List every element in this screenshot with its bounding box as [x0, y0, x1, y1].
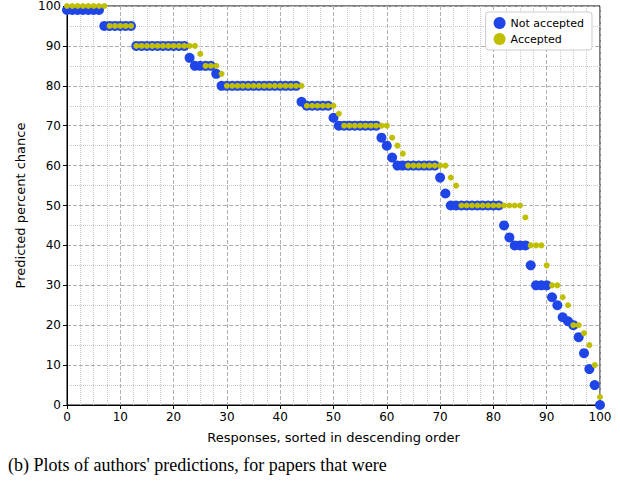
svg-text:30: 30	[46, 278, 61, 292]
svg-text:10: 10	[113, 410, 128, 424]
svg-text:60: 60	[46, 159, 61, 173]
svg-text:(b) Plots of authors' predicti: (b) Plots of authors' predictions, for p…	[8, 455, 387, 476]
svg-text:60: 60	[379, 410, 394, 424]
svg-text:70: 70	[46, 119, 61, 133]
svg-text:40: 40	[46, 238, 61, 252]
svg-text:20: 20	[166, 410, 181, 424]
svg-text:50: 50	[46, 199, 61, 213]
svg-text:0: 0	[63, 410, 71, 424]
svg-text:90: 90	[46, 39, 61, 53]
svg-text:40: 40	[273, 410, 288, 424]
svg-text:Accepted: Accepted	[511, 33, 562, 46]
svg-text:0: 0	[53, 398, 61, 412]
svg-text:100: 100	[589, 410, 612, 424]
svg-text:Responses, sorted in descendin: Responses, sorted in descending order	[207, 430, 460, 445]
svg-text:Not accepted: Not accepted	[511, 17, 584, 30]
svg-text:90: 90	[539, 410, 554, 424]
svg-text:Predicted percent chance: Predicted percent chance	[13, 123, 28, 289]
svg-text:100: 100	[38, 0, 61, 13]
svg-text:80: 80	[46, 79, 61, 93]
svg-text:30: 30	[219, 410, 234, 424]
svg-text:10: 10	[46, 358, 61, 372]
svg-text:20: 20	[46, 318, 61, 332]
svg-text:80: 80	[486, 410, 501, 424]
svg-text:70: 70	[432, 410, 447, 424]
svg-text:50: 50	[326, 410, 341, 424]
